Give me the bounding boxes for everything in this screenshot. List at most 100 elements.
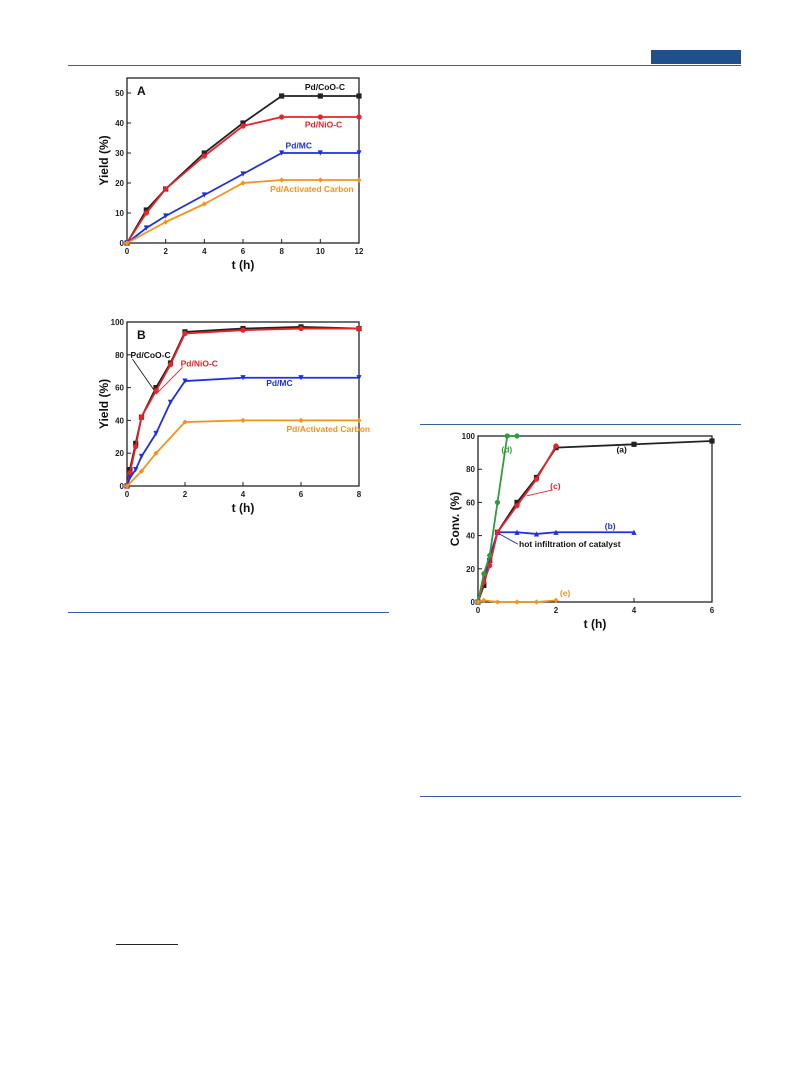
chart-b-series-pd-nio-c-point bbox=[138, 414, 145, 420]
chart-a-y-tick-label: 20 bbox=[115, 179, 124, 188]
chart-c-series-c-point bbox=[494, 529, 501, 535]
chart-c-x-tick-label: 4 bbox=[632, 606, 637, 615]
chart-c-y-tick-label: 20 bbox=[466, 565, 475, 574]
chart-c-plot-frame bbox=[477, 435, 713, 603]
chart-c-series-c-point bbox=[533, 476, 540, 482]
chart-a-panel-label: A bbox=[137, 84, 146, 98]
chart-c-series-d-point bbox=[494, 499, 501, 505]
chart-c-series-d-point bbox=[514, 433, 520, 439]
chart-c-series-d-point bbox=[487, 552, 493, 559]
chart-c-series-e-point bbox=[533, 599, 540, 605]
chart-b-series-pd-activated-carbon-point bbox=[240, 417, 246, 423]
chart-c-series-b-label: (b) bbox=[605, 521, 616, 531]
chart-b-series-pd-coo-c-label: Pd/CoO-C bbox=[130, 350, 170, 360]
chart-a-x-axis-label: t (h) bbox=[232, 258, 255, 272]
chart-c-series-d-line bbox=[477, 435, 517, 603]
chart-c-series-e-label: (e) bbox=[560, 588, 571, 598]
section-rule-left bbox=[68, 612, 389, 613]
chart-b-series-pd-mc-point bbox=[127, 475, 133, 481]
chart-a-x-tick-label: 2 bbox=[163, 247, 168, 256]
chart-b-series-pd-mc-point bbox=[182, 378, 188, 384]
chart-a-series-pd-mc-point bbox=[163, 213, 169, 219]
chart-c-y-tick-label: 0 bbox=[471, 598, 476, 607]
footnote-rule bbox=[116, 944, 178, 945]
chart-b-series-pd-nio-c bbox=[124, 325, 362, 489]
chart-b-series-pd-activated-carbon-point bbox=[153, 450, 159, 456]
chart-c-series-c-point bbox=[514, 503, 520, 509]
chart-b-plot-frame bbox=[126, 321, 360, 487]
chart-a-series-pd-mc-point bbox=[240, 171, 246, 177]
section-rule-right-top bbox=[420, 424, 741, 425]
chart-c-series-c-label: (c) bbox=[550, 481, 561, 491]
chart-c-series-b-point bbox=[514, 529, 520, 535]
chart-c-series-a-line bbox=[477, 440, 713, 603]
chart-b-x-axis-label: t (h) bbox=[232, 501, 255, 515]
chart-b-y-tick-label: 60 bbox=[115, 384, 124, 393]
chart-c-series-c-point bbox=[553, 443, 559, 449]
chart-b-series-pd-nio-c-label-pointer bbox=[155, 366, 183, 395]
chart-a-series-pd-activated-carbon-point bbox=[124, 240, 130, 246]
chart-a-y-tick-label: 0 bbox=[120, 239, 125, 248]
chart-a-series-pd-activated-carbon-point bbox=[279, 177, 285, 183]
chart-a-series-pd-nio-c-point bbox=[356, 114, 362, 120]
chart-a-series-pd-coo-c-point bbox=[143, 207, 149, 213]
chart-a-series-pd-coo-c-point bbox=[240, 120, 246, 126]
chart-b-series-pd-mc-point bbox=[356, 375, 362, 381]
header-rule bbox=[68, 65, 741, 66]
chart-b-series-pd-nio-c-label: Pd/NiO-C bbox=[181, 358, 218, 368]
chart-c-series-e-point bbox=[475, 599, 481, 605]
section-rule-right-bottom bbox=[420, 796, 741, 797]
chart-b-series-pd-mc-line bbox=[126, 376, 359, 487]
chart-a-y-axis-label: Yield (%) bbox=[97, 135, 111, 185]
chart-b-series-pd-nio-c-point bbox=[240, 327, 246, 333]
chart-b-x-tick-label: 2 bbox=[183, 490, 188, 499]
chart-a-series-pd-mc-point bbox=[356, 150, 362, 156]
chart-c-y-tick-label: 40 bbox=[466, 532, 475, 541]
chart-a-series-pd-nio-c-point bbox=[163, 186, 169, 192]
chart-c-series-d-label: (d) bbox=[501, 445, 512, 455]
chart-a-series-pd-mc-line bbox=[126, 152, 359, 244]
chart-c-series-a-point bbox=[514, 499, 520, 505]
chart-b-series-pd-activated-carbon-label: Pd/Activated Carbon bbox=[287, 424, 371, 434]
chart-b-series-pd-activated-carbon-point bbox=[138, 468, 145, 474]
chart-a-series-pd-activated-carbon-point bbox=[317, 177, 323, 183]
chart-b-series-pd-mc-label: Pd/MC bbox=[266, 378, 292, 388]
chart-a-series-pd-activated-carbon-label: Pd/Activated Carbon bbox=[270, 184, 354, 194]
chart-a-series-pd-activated-carbon-point bbox=[240, 180, 246, 186]
chart-c-series-e bbox=[475, 597, 559, 605]
chart-c-y-tick-label: 60 bbox=[466, 498, 475, 507]
chart-a-series-pd-mc-point bbox=[317, 150, 323, 156]
chart-b-series-pd-nio-c-point bbox=[182, 330, 188, 337]
chart-b-series-pd-mc-point bbox=[240, 375, 246, 381]
chart-a-x-tick-label: 12 bbox=[355, 247, 364, 256]
chart-c-x-tick-label: 2 bbox=[554, 606, 559, 615]
chart-c-series-a-point bbox=[709, 438, 715, 444]
chart-c-series-b-point bbox=[631, 529, 637, 535]
chart-b-series-pd-mc bbox=[124, 375, 362, 489]
chart-panel-a: 0 2 4 6 8 10 12 0 10 20 30 40 50 t (h) Yield (%) A Pd/Co… bbox=[97, 77, 364, 272]
chart-a-y-tick-label: 30 bbox=[115, 149, 124, 158]
chart-c-series-a bbox=[475, 438, 715, 605]
chart-c-y-tick-label: 80 bbox=[466, 465, 475, 474]
chart-b-series-pd-mc-point bbox=[153, 430, 159, 437]
chart-a-series-pd-coo-c-point bbox=[279, 93, 285, 99]
chart-a-series-pd-nio-c-point bbox=[317, 114, 323, 120]
chart-b-series-pd-mc-point bbox=[138, 453, 145, 460]
chart-b-y-tick-label: 20 bbox=[115, 449, 124, 458]
chart-a-series-pd-coo-c-point bbox=[201, 150, 207, 156]
chart-a-series-pd-activated-carbon-point bbox=[201, 201, 207, 207]
chart-c-x-tick-label: 6 bbox=[710, 606, 715, 615]
chart-a-series-pd-nio-c-point bbox=[279, 114, 285, 120]
chart-a-series-pd-coo-c-point bbox=[356, 93, 362, 99]
chart-b-series-pd-nio-c-point bbox=[127, 470, 133, 476]
chart-b-x-tick-label: 8 bbox=[357, 490, 362, 499]
chart-a-series-pd-coo-c-label: Pd/CoO-C bbox=[305, 82, 345, 92]
chart-b-series-pd-activated-carbon-point bbox=[124, 483, 130, 489]
chart-a-series-pd-nio-c-point bbox=[240, 123, 246, 129]
chart-b-series-pd-nio-c-point bbox=[356, 325, 362, 332]
chart-b-series-pd-nio-c-point bbox=[298, 325, 304, 332]
chart-a-series-pd-nio-c-point bbox=[201, 153, 207, 159]
chart-a-series-pd-mc-point bbox=[201, 192, 207, 198]
chart-b-series-pd-coo-c bbox=[124, 324, 362, 489]
